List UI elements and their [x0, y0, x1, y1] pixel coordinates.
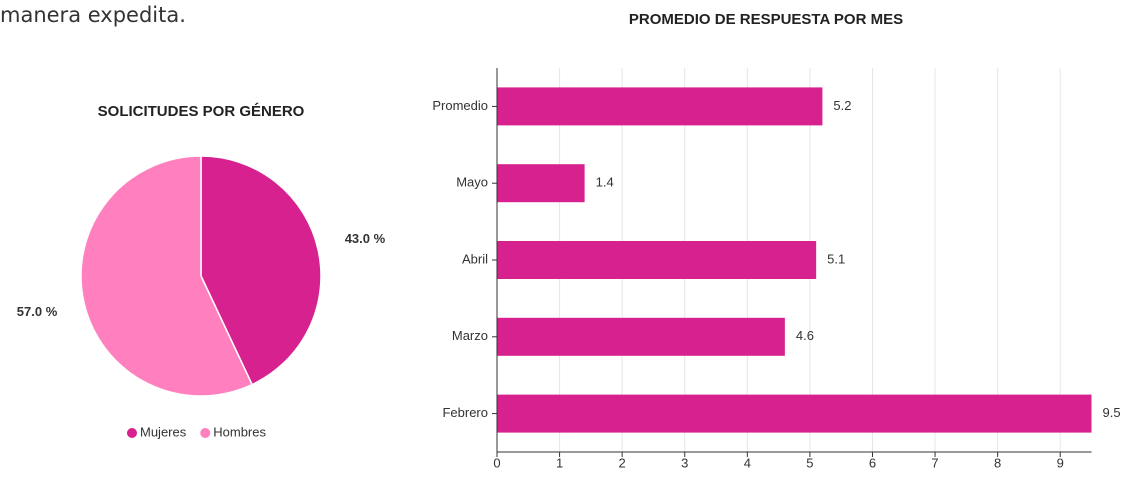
y-tick-label: Promedio	[432, 98, 488, 113]
pie-title: SOLICITUDES POR GÉNERO	[98, 103, 305, 120]
x-tick-label: 8	[994, 455, 1001, 470]
legend-swatch	[200, 428, 211, 438]
intro-text: manera expedita.	[0, 3, 186, 27]
data-label: 4.6	[796, 328, 814, 343]
y-tick-label: Febrero	[442, 405, 488, 420]
bar	[497, 164, 585, 203]
bar	[497, 87, 823, 126]
data-label: 9.5	[1103, 405, 1121, 420]
bar	[497, 394, 1092, 433]
bar	[497, 317, 785, 356]
x-tick-label: 0	[493, 455, 500, 470]
x-tick-label: 7	[931, 455, 938, 470]
x-tick-label: 1	[556, 455, 563, 470]
y-tick-label: Marzo	[452, 328, 488, 343]
bar-title: PROMEDIO DE RESPUESTA POR MES	[629, 11, 903, 28]
legend-label: Mujeres	[140, 424, 187, 439]
x-tick-label: 6	[869, 455, 876, 470]
pie-slice	[80, 155, 254, 397]
x-tick-label: 2	[619, 455, 626, 470]
y-tick-label: Mayo	[456, 175, 488, 190]
bar	[497, 241, 817, 279]
legend-swatch	[127, 428, 137, 438]
x-tick-label: 3	[681, 455, 688, 470]
data-label: 1.4	[596, 175, 614, 190]
pie-slice	[200, 155, 322, 386]
x-tick-label: 4	[744, 455, 751, 470]
slice-label: 43.0 %	[345, 231, 386, 246]
data-label: 5.2	[833, 98, 851, 113]
y-tick-label: Abril	[462, 251, 488, 266]
x-tick-label: 5	[806, 455, 813, 470]
data-label: 5.1	[827, 251, 845, 266]
slice-label: 57.0 %	[17, 304, 58, 319]
x-tick-label: 9	[1057, 455, 1064, 470]
legend-label: Hombres	[213, 424, 266, 439]
